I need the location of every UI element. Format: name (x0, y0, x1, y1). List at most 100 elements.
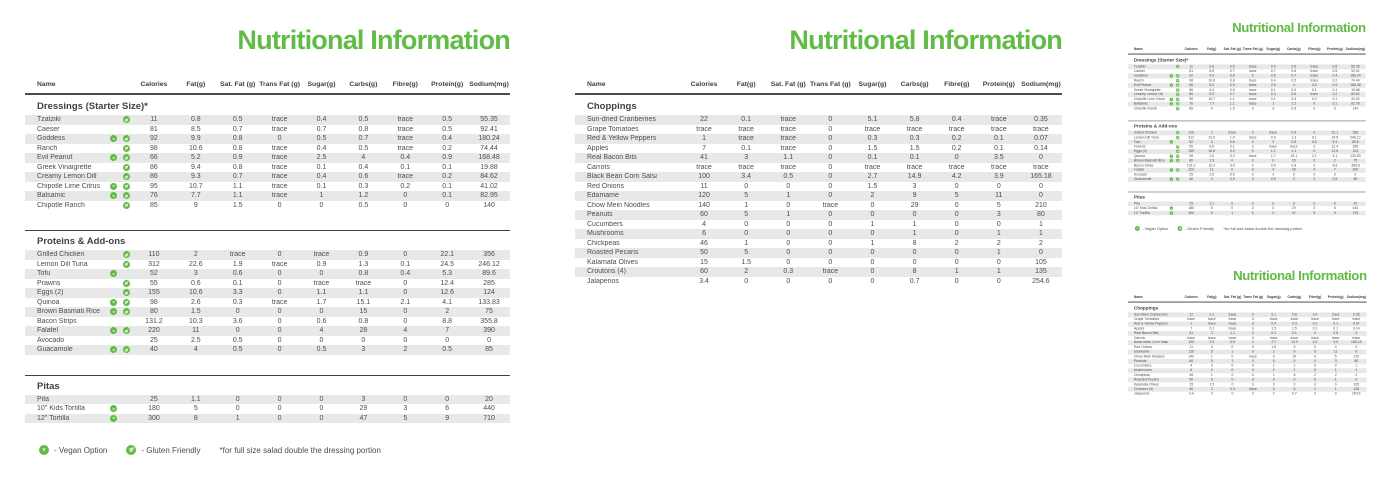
value-cell: 0.3 (909, 135, 920, 143)
nutrition-page-2: Nutritional Information Name Calories Fat(… (1128, 256, 1367, 397)
value-cell: 5 (1313, 211, 1316, 215)
gluten-friendly-icon: gf (1176, 106, 1180, 111)
gluten-friendly-icon: gf (123, 173, 130, 181)
value-cell: 0 (1252, 340, 1255, 345)
column-header: Calories (1184, 47, 1198, 52)
value-cell: 0.5 (1229, 177, 1235, 182)
value-cell: 390 (1352, 168, 1359, 172)
value-cell: trace (991, 125, 1007, 133)
value-cell: trace (1248, 83, 1257, 88)
table-row: Carrots trace trace trace 0 trace trace trace tr… (1128, 336, 1367, 341)
value-cell: trace (991, 163, 1007, 171)
row-name: Lemon Dill Tuna (37, 260, 88, 268)
value-cell: 0 (319, 395, 324, 403)
value-cell: 20 (485, 395, 493, 403)
value-cell: trace (397, 144, 414, 152)
value-cell: 3.4 (1188, 392, 1194, 396)
value-cell: 0 (828, 116, 833, 124)
value-cell: 1.3 (1291, 135, 1297, 140)
value-cell: 3.4 (741, 173, 752, 181)
gluten-friendly-label: - Gluten Friendly (141, 445, 201, 455)
value-cell: 0.3 (1230, 387, 1235, 391)
table-row: Croutons (4) 60 2 0.3 trace 0 8 1 1 135 (1128, 386, 1367, 392)
value-cell: 180 (1188, 206, 1195, 211)
value-cell: 3.5 (1333, 331, 1339, 336)
vegan-icon: v (110, 346, 117, 354)
value-cell: 0.5 (1291, 64, 1297, 69)
value-cell: 1 (1210, 354, 1213, 359)
table-row: Greek Vinaigrette gf 86 9.4 0.8 trace 0.1 0.4 0.… (1128, 88, 1366, 93)
value-cell: 11 (995, 192, 1003, 200)
value-cell: 0.4 (1312, 312, 1318, 317)
value-cell: 55 (1189, 145, 1194, 149)
nutrition-table-page-1: Name Calories Fat(g) Sat. Fat (g) Trans Fat … (1128, 46, 1366, 216)
row-name: Greek Vinaigrette (1133, 88, 1161, 92)
value-cell: 1.1 (232, 192, 243, 200)
value-cell: 6 (445, 405, 450, 413)
value-cell: 5.3 (442, 270, 453, 278)
gluten-friendly-icon: gf (1176, 64, 1180, 69)
gluten-slot: gf (120, 173, 133, 181)
table-row: Quinoa v gf 98 2.6 0.3 trace 1.7 15.1 2.1 4.1 133.8… (25, 298, 510, 308)
value-cell: 0 (1251, 163, 1254, 168)
table-row: Mushrooms 6 0 0 0 0 1 0 1 1 (575, 229, 1062, 239)
value-cell: 0.7 (1291, 74, 1297, 78)
section-heading: Dressings (Starter Size)* (37, 101, 148, 112)
value-cell: 0.1 (1311, 88, 1317, 92)
value-cell: 2.1 (1311, 154, 1317, 158)
value-cell: trace (1310, 69, 1319, 74)
value-cell: 1 (1293, 364, 1296, 368)
column-header: Trans Fat (g) (1243, 295, 1264, 300)
gluten-slot: gf (120, 182, 133, 190)
value-cell: 15 (1189, 382, 1194, 387)
value-cell: 0 (1038, 154, 1043, 162)
value-cell: trace (1311, 336, 1319, 340)
value-cell: 0 (319, 336, 324, 344)
value-cell: 355.8 (480, 317, 498, 325)
gluten-friendly-icon: gf (123, 135, 130, 143)
gluten-slot: gf (120, 346, 133, 354)
value-cell: trace (780, 135, 797, 143)
value-cell: 80 (1037, 211, 1045, 219)
column-header: Carbs(g) (349, 81, 378, 88)
value-cell: 1 (1314, 387, 1316, 391)
value-cell: 8 (1293, 387, 1296, 391)
value-cell: 0.7 (232, 173, 243, 181)
value-cell: trace (780, 125, 797, 133)
value-cell: 440 (483, 405, 495, 413)
column-header: Trans Fat (g) (809, 81, 851, 88)
value-cell: 4 (319, 327, 324, 335)
row-name: Guacamole (37, 346, 73, 354)
value-cell: trace (313, 251, 330, 259)
vegan-icon: v (1169, 83, 1174, 88)
value-cell: 11 (1209, 168, 1214, 172)
value-cell: 8 (193, 414, 198, 422)
vegan-slot: v (1168, 159, 1174, 163)
value-cell: trace (271, 154, 288, 162)
row-name: Pita (1133, 201, 1140, 206)
row-name: Kalamata Olives (1133, 382, 1159, 387)
value-cell: 0 (487, 336, 491, 344)
value-cell: 135 (1353, 387, 1360, 391)
value-cell: 0.1 (1332, 88, 1338, 92)
value-cell: 0.9 (442, 154, 453, 162)
value-cell: 92.41 (1351, 69, 1360, 74)
value-cell: 41 (1189, 331, 1194, 336)
value-cell: 0 (1231, 345, 1234, 349)
row-name: Grilled Chicken (1133, 131, 1158, 135)
value-cell: 41.02 (480, 182, 498, 190)
vegan-slot: v (107, 182, 120, 190)
value-cell: 0 (1231, 368, 1234, 373)
value-cell: 0.5 (1291, 78, 1297, 83)
value-cell: 5 (1334, 354, 1337, 359)
value-cell: 2.5 (1270, 83, 1276, 88)
value-cell: 0.1 (1332, 97, 1338, 101)
value-cell: 0 (954, 182, 959, 190)
value-cell: 0 (403, 317, 408, 325)
value-cell: 12.4 (440, 279, 454, 287)
table-row: Chipotle Lime Citrus v gf 95 10.7 1.1 trace 0.1… (1128, 97, 1366, 102)
value-cell: 0 (1231, 382, 1234, 387)
value-cell: 0.4 (442, 135, 453, 143)
value-cell: 2 (193, 251, 198, 259)
value-cell: 0 (870, 211, 875, 219)
